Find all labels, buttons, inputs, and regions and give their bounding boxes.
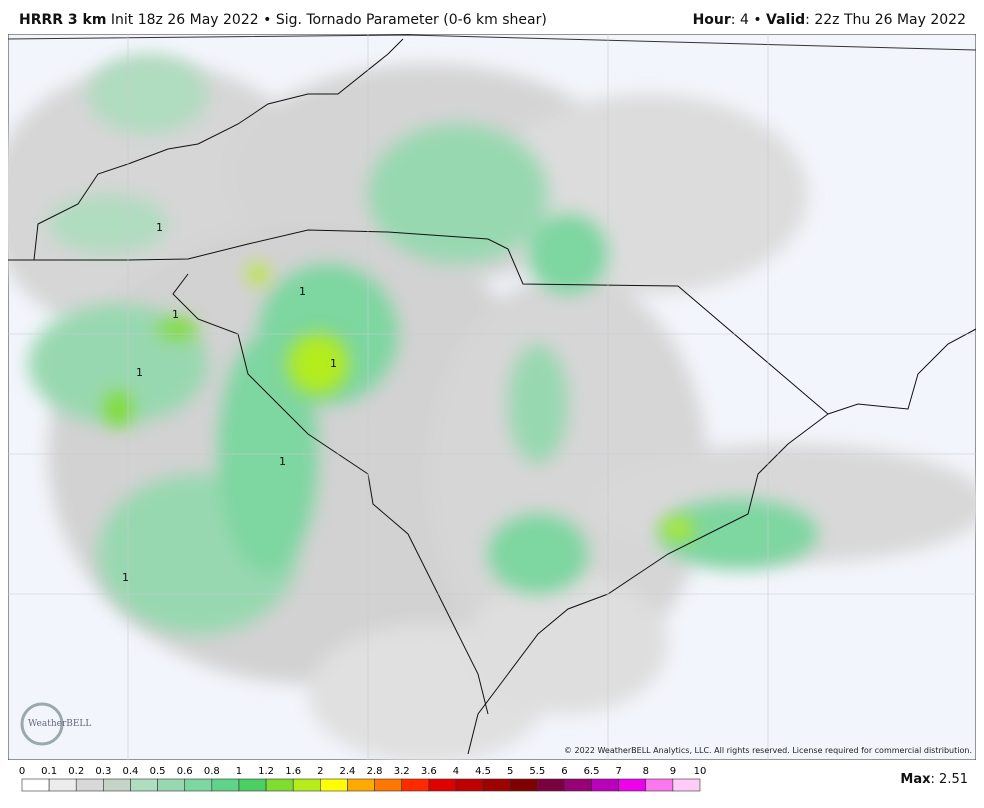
header-left: HRRR 3 km Init 18z 26 May 2022 • Sig. To… [19, 12, 547, 28]
valid-label: Valid [766, 12, 806, 28]
map: 1 1 1 1 1 1 1 WeatherBELL [8, 34, 976, 760]
separator: • [263, 12, 272, 28]
logo: WeatherBELL [28, 719, 91, 729]
color-swatch [184, 778, 213, 792]
legend-tick-label: 4.5 [475, 766, 491, 777]
max-label: Max [900, 772, 931, 787]
color-swatch [265, 778, 294, 792]
contour-label: 1 [172, 308, 179, 321]
max: Max: 2.51 [900, 772, 968, 787]
legend-tick-label: 0.3 [95, 766, 111, 777]
legend-tick-label: 6.5 [584, 766, 600, 777]
legend-tick-label: 5 [507, 766, 513, 777]
contour-label: 1 [330, 357, 337, 370]
legend-tick-label: 0.1 [41, 766, 57, 777]
legend-tick-label: 3.6 [421, 766, 437, 777]
color-swatch [211, 778, 240, 792]
contour-label: 1 [136, 366, 143, 379]
legend-tick-label: 2.8 [367, 766, 383, 777]
color-swatch [48, 778, 77, 792]
legend-tick-label: 8 [643, 766, 649, 777]
colorbar: 0 0.1 0.2 0.3 0.4 0.5 0.6 0.8 1 1.2 1.6 2 2.4 2.8 3.2 3… [19, 766, 707, 792]
header-right: Hour: 4 • Valid: 22z Thu 26 May 2022 [693, 12, 966, 28]
legend-tick-label: 9 [670, 766, 676, 777]
color-swatch [21, 778, 50, 792]
color-swatch [75, 778, 104, 792]
legend-tick-label: 0.8 [204, 766, 220, 777]
field-green [28, 54, 818, 634]
coast [467, 413, 829, 755]
color-swatch [618, 778, 647, 792]
contour-label: 1 [299, 285, 306, 298]
hour-label: Hour [692, 12, 731, 28]
color-swatch [509, 778, 538, 792]
separator: • [753, 12, 762, 28]
legend-tick-label: 0.6 [177, 766, 193, 777]
valid-value: : 22z Thu 26 May 2022 [805, 12, 966, 28]
legend-tick-label: 1.6 [285, 766, 301, 777]
color-swatch [157, 778, 186, 792]
legend-tick-label: 1.2 [258, 766, 274, 777]
model: HRRR 3 km [19, 12, 107, 28]
color-swatch [672, 778, 701, 792]
legend-tick-label: 0.5 [150, 766, 166, 777]
legend-tick-label: 2.4 [339, 766, 355, 777]
init: Init 18z 26 May 2022 [110, 12, 259, 28]
legend-tick-label: 7 [615, 766, 621, 777]
contour-label: 1 [156, 221, 163, 234]
legend-tick-label: 4 [453, 766, 459, 777]
legend-tick-label: 0.2 [68, 766, 84, 777]
county-lines [8, 34, 976, 760]
color-swatch [347, 778, 375, 792]
state-line [8, 34, 976, 51]
color-swatch [645, 778, 674, 792]
legend-tick-label: 2 [317, 766, 323, 777]
state-line [8, 38, 404, 261]
color-swatch [320, 778, 348, 792]
color-swatch [536, 778, 565, 792]
color-swatch [238, 778, 267, 792]
color-swatch [130, 778, 158, 792]
color-swatch [103, 778, 131, 792]
legend-tick-label: 5.5 [529, 766, 545, 777]
color-swatch [455, 778, 484, 792]
color-swatch [428, 778, 457, 792]
color-swatch [401, 778, 430, 792]
contour-label: 1 [279, 455, 286, 468]
color-swatch [591, 778, 619, 792]
legend-tick-label: 10 [694, 766, 707, 777]
legend-tick-label: 6 [561, 766, 567, 777]
logo-icon [20, 702, 64, 746]
copyright: © 2022 WeatherBELL Analytics, LLC. All r… [564, 746, 972, 755]
color-swatch [374, 778, 402, 792]
product: Sig. Tornado Parameter (0-6 km shear) [275, 12, 547, 28]
legend-tick-label: 0.4 [123, 766, 139, 777]
hour-value: : 4 [730, 12, 749, 28]
color-swatch [564, 778, 592, 792]
color-swatch [292, 778, 321, 792]
contour-label: 1 [122, 571, 129, 584]
coast [827, 328, 976, 415]
color-swatch [482, 778, 511, 792]
max-value: : 2.51 [930, 772, 968, 787]
legend-tick-label: 1 [236, 766, 242, 777]
state-line [8, 229, 829, 415]
legend-tick-label: 0 [19, 766, 25, 777]
legend-tick-label: 3.2 [394, 766, 410, 777]
